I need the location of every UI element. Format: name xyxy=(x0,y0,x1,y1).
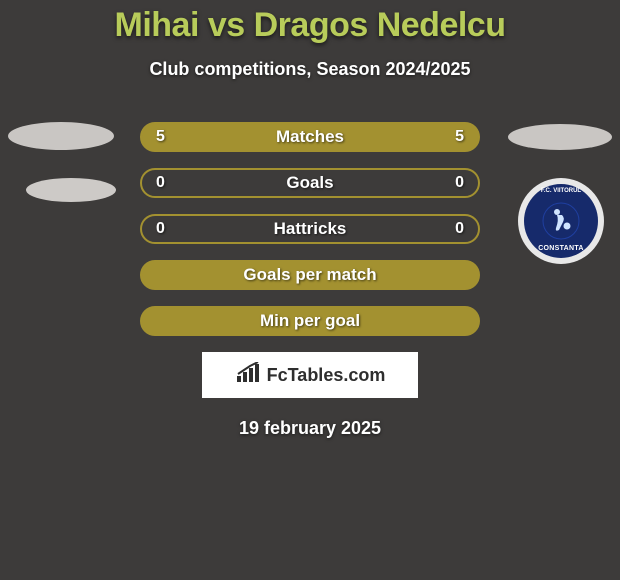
stat-left-value: 0 xyxy=(156,174,165,192)
club-figure-icon xyxy=(542,202,580,240)
club-right-badge: F.C. VIITORUL CONSTANTA xyxy=(518,178,604,264)
club-badge-top-text: F.C. VIITORUL xyxy=(541,188,581,194)
player-right-badge-placeholder xyxy=(508,124,612,150)
stat-label: Goals xyxy=(286,173,333,193)
stat-label: Matches xyxy=(276,127,344,147)
stat-left-value: 0 xyxy=(156,220,165,238)
stat-row-hattricks: 0 Hattricks 0 xyxy=(140,214,480,244)
date-label: 19 february 2025 xyxy=(0,418,620,439)
club-left-badge-placeholder xyxy=(26,178,116,202)
stat-right-value: 0 xyxy=(455,174,464,192)
stat-row-matches: 5 Matches 5 xyxy=(140,122,480,152)
stat-left-value: 5 xyxy=(156,128,165,146)
page-title: Mihai vs Dragos Nedelcu xyxy=(0,0,620,45)
stat-label: Hattricks xyxy=(274,219,347,239)
stat-row-goals: 0 Goals 0 xyxy=(140,168,480,198)
club-badge-inner: F.C. VIITORUL CONSTANTA xyxy=(524,184,598,258)
brand-name: FcTables.com xyxy=(267,365,386,386)
comparison-card: Mihai vs Dragos Nedelcu Club competition… xyxy=(0,0,620,580)
club-badge-bottom-text: CONSTANTA xyxy=(538,245,584,252)
subtitle: Club competitions, Season 2024/2025 xyxy=(0,59,620,80)
brand-logo-box: FcTables.com xyxy=(202,352,418,398)
player-left-badge-placeholder xyxy=(8,122,114,150)
stat-label: Goals per match xyxy=(243,265,376,285)
stat-right-value: 0 xyxy=(455,220,464,238)
stat-label: Min per goal xyxy=(260,311,360,331)
stat-row-goals-per-match: Goals per match xyxy=(140,260,480,290)
stat-right-value: 5 xyxy=(455,128,464,146)
chart-icon xyxy=(235,362,261,389)
stat-row-min-per-goal: Min per goal xyxy=(140,306,480,336)
